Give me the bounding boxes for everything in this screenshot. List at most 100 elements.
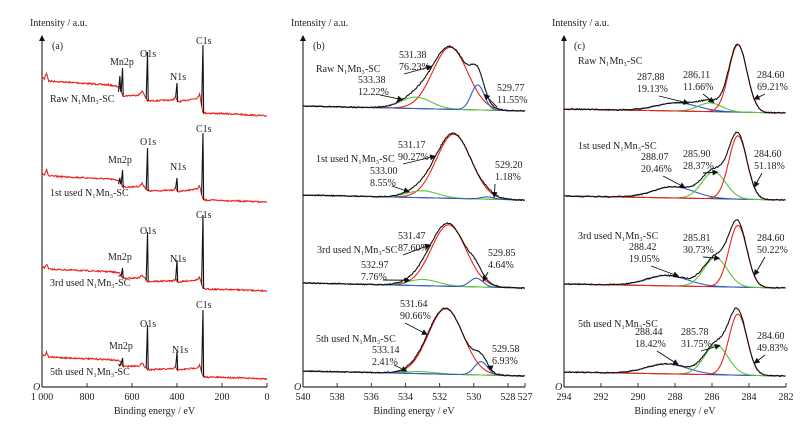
series-label: 5th used N₁Mn₃-SC — [578, 319, 658, 330]
annotation-arrow — [402, 154, 436, 165]
component-curve — [564, 344, 786, 377]
series-label: 3rd used N₁Mn₃-SC — [50, 278, 131, 289]
component-position-label: 284.60 — [757, 70, 785, 81]
panel-c: Intensity / a.u. O (c) 294 292 290 288 286 284 28… — [552, 18, 794, 417]
peak-label: O1s — [140, 319, 156, 330]
x-tick-label: 282 — [779, 392, 794, 403]
x-tick-label: 200 — [215, 392, 230, 403]
origin-label: O — [555, 382, 562, 393]
peak-o1s — [145, 147, 149, 191]
annotation-arrow — [753, 93, 766, 100]
component-position-label: 531.64 — [400, 299, 428, 310]
component-position-label: 531.17 — [398, 140, 426, 151]
component-position-label: 529.58 — [492, 344, 520, 355]
peak-o1s — [145, 324, 149, 370]
peak-n1s — [175, 177, 179, 192]
component-curve — [564, 257, 786, 289]
panel-a: Intensity / a.u. O (a) 1 000 800 600 400 200 0 Bi… — [30, 18, 270, 417]
origin-label: O — [294, 382, 301, 393]
component-position-label: 533.14 — [372, 345, 400, 356]
peak-label: C1s — [196, 124, 212, 135]
component-position-label: 529.77 — [497, 83, 525, 94]
x-tick-label: 540 — [296, 392, 311, 403]
annotation-arrow — [753, 354, 766, 364]
peak-n1s — [175, 259, 179, 283]
spectrum-line — [41, 349, 268, 381]
annotation-arrow — [658, 95, 690, 105]
component-percent-label: 28.37% — [683, 161, 714, 172]
peak-label: Mn2p — [109, 341, 133, 352]
envelope-curve — [563, 131, 786, 202]
panel-b: Intensity / a.u. O (b) 540 538 536 534 532 530 52… — [291, 18, 533, 417]
peak-label: N1s — [170, 72, 186, 83]
component-percent-label: 31.75% — [681, 339, 712, 350]
peak-label: Mn2p — [108, 155, 132, 166]
origin-label: O — [33, 382, 40, 393]
component-position-label: 288.44 — [635, 327, 663, 338]
survey-spectrum: Mn2p O1s N1s C1s 1st used N₁Mn₃-SC — [41, 124, 268, 204]
x-tick-label: 800 — [80, 392, 95, 403]
x-tick-label: 536 — [364, 392, 379, 403]
spectrum-line — [41, 167, 268, 204]
peak-o1s — [145, 51, 149, 101]
series-label: 3rd used N₁Mn₃-SC — [578, 231, 659, 242]
series-label: 1st used N₁Mn₃-SC — [316, 154, 395, 165]
envelope-curve — [302, 132, 526, 202]
x-axis-label: Binding energy / eV — [114, 406, 196, 417]
component-position-label: 288.07 — [641, 152, 669, 163]
peak-mn2p — [117, 67, 124, 96]
x-tick-label: 600 — [125, 392, 140, 403]
component-position-label: 285.90 — [683, 149, 711, 160]
x-tick-label: 284 — [742, 392, 757, 403]
annotation-arrow — [702, 93, 715, 104]
x-tick-label: 286 — [705, 392, 720, 403]
y-axis-label: Intensity / a.u. — [30, 18, 87, 29]
series-label: Raw N₁Mn₃-SC — [316, 64, 381, 75]
component-percent-label: 87.60% — [398, 243, 429, 254]
peak-n1s — [175, 82, 179, 102]
annotation-arrow — [700, 343, 721, 352]
component-percent-label: 11.66% — [683, 82, 713, 93]
peak-label: C1s — [196, 210, 212, 221]
x-tick-label: 294 — [557, 392, 572, 403]
annotation-arrow — [491, 183, 498, 199]
x-tick-label: 288 — [668, 392, 683, 403]
peak-label: O1s — [140, 226, 156, 237]
annotation-arrow — [393, 364, 408, 372]
peak-label: O1s — [140, 137, 156, 148]
peak-c1s — [201, 44, 205, 114]
annotation-arrow — [402, 243, 431, 256]
series-label: 1st used N₁Mn₃-SC — [578, 141, 657, 152]
component-percent-label: 2.41% — [372, 357, 398, 368]
x-tick-label: 400 — [170, 392, 185, 403]
peak-label: O1s — [140, 49, 156, 60]
component-position-label: 531.47 — [398, 231, 426, 242]
component-position-label: 533.00 — [370, 166, 398, 177]
x-tick-label: 290 — [631, 392, 646, 403]
component-percent-label: 7.76% — [361, 272, 387, 283]
component-position-label: 533.38 — [358, 75, 386, 86]
panel-label: (a) — [52, 41, 63, 52]
component-percent-label: 90.27% — [398, 152, 429, 163]
component-percent-label: 51.18% — [754, 161, 785, 172]
fitted-spectrum: 1st used N₁Mn₃-SC531.1790.27%533.008.55%… — [302, 132, 526, 202]
peak-label: N1s — [170, 254, 186, 265]
annotation-arrow — [754, 256, 766, 276]
component-percent-label: 6.93% — [492, 356, 518, 367]
component-position-label: 532.97 — [361, 260, 389, 271]
annotation-arrow — [656, 350, 679, 365]
component-position-label: 529.20 — [495, 160, 523, 171]
series-label: 5th used N₁Mn₃-SC — [316, 334, 396, 345]
annotation-arrow — [662, 175, 686, 188]
series-label: 3rd used N₁Mn₃-SC — [317, 245, 398, 256]
series-label: Raw N₁Mn₃-SC — [50, 94, 115, 105]
component-position-label: 287.88 — [637, 72, 665, 83]
spectrum-line — [41, 71, 268, 117]
component-percent-label: 30.73% — [683, 245, 714, 256]
envelope-curve — [563, 219, 786, 289]
